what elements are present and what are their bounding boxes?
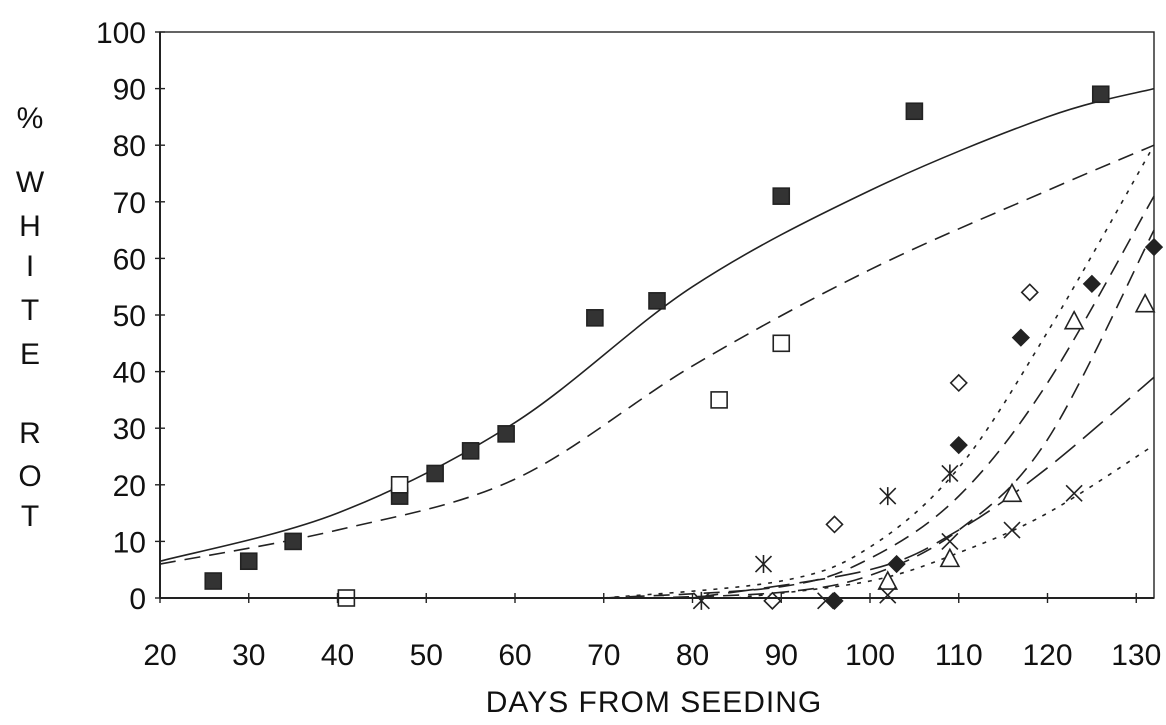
- data-point: [204, 572, 223, 590]
- data-point: [941, 532, 959, 550]
- data-point: [239, 552, 258, 571]
- y-axis-title-char: R: [19, 417, 41, 450]
- data-point: [710, 391, 728, 409]
- x-tick-label: 70: [587, 639, 620, 672]
- x-tick-label: 30: [232, 639, 265, 672]
- y-tick-label: 20: [113, 470, 146, 503]
- x-tick-label: 60: [498, 639, 531, 672]
- y-axis-title-char: T: [21, 294, 39, 327]
- data-point: [1063, 309, 1085, 330]
- data-point: [825, 591, 844, 610]
- data-point: [1003, 521, 1021, 539]
- y-tick-label: 60: [113, 243, 146, 276]
- x-tick-label: 110: [935, 639, 983, 672]
- x-axis-title: DAYS FROM SEEDING: [486, 686, 822, 719]
- data-point: [497, 425, 515, 443]
- y-axis-title-char: W: [16, 166, 45, 199]
- data-point: [772, 187, 791, 205]
- y-axis-title-char: E: [20, 338, 40, 371]
- data-point: [825, 515, 844, 534]
- data-point: [1001, 482, 1023, 503]
- data-point: [1011, 328, 1031, 347]
- y-axis-title-char: T: [21, 500, 39, 533]
- data-point: [754, 555, 773, 574]
- data-point: [390, 475, 409, 494]
- fitted-curve: [603, 144, 1155, 599]
- y-tick-label: 10: [113, 526, 146, 559]
- data-point: [939, 547, 961, 568]
- fitted-curve: [692, 376, 1155, 599]
- x-tick-label: 20: [143, 639, 176, 672]
- y-axis: 0 10 20 30 40 50 60 70 80 90 100: [96, 17, 165, 616]
- plot-area: [159, 31, 1155, 599]
- fitted-curve: [603, 195, 1155, 599]
- x-tick-label: 40: [321, 639, 354, 672]
- x-tick-label: 90: [765, 639, 798, 672]
- data-point: [1134, 292, 1156, 313]
- y-tick-label: 50: [113, 300, 146, 333]
- data-point: [284, 532, 302, 551]
- y-tick-label: 0: [129, 583, 146, 616]
- data-point: [648, 292, 666, 310]
- x-tick-label: 80: [676, 639, 709, 672]
- data-point: [905, 102, 924, 121]
- data-point: [1020, 283, 1039, 302]
- data-point: [817, 592, 835, 610]
- fitted-curve: [159, 144, 1155, 565]
- y-axis-title-char: I: [26, 250, 34, 283]
- data-point: [887, 554, 906, 574]
- y-tick-label: 30: [113, 413, 146, 446]
- fitted-curves: [159, 87, 1155, 599]
- data-point: [763, 591, 782, 610]
- y-axis-title-char: %: [17, 102, 44, 135]
- x-tick-label: 100: [845, 639, 895, 672]
- x-tick-label: 130: [1111, 639, 1161, 672]
- data-point: [692, 591, 710, 610]
- y-tick-label: 70: [113, 187, 146, 220]
- data-point: [949, 436, 968, 455]
- data-markers: [204, 85, 1164, 610]
- fitted-curve: [648, 229, 1155, 599]
- y-tick-label: 80: [113, 130, 146, 163]
- data-point: [1082, 274, 1102, 294]
- y-tick-label: 90: [113, 74, 146, 107]
- data-point: [426, 464, 444, 483]
- data-point: [941, 464, 959, 483]
- data-point: [586, 309, 604, 327]
- fitted-curve: [159, 87, 1155, 562]
- y-axis-title-char: O: [18, 460, 41, 493]
- data-point: [1065, 484, 1083, 502]
- plot-border: [159, 31, 1155, 599]
- y-tick-label: 100: [96, 17, 146, 50]
- x-axis: 20 30 40 50 60 70 80 90 100 110 120 130: [143, 593, 1161, 672]
- y-tick-label: 40: [113, 357, 146, 390]
- data-point: [877, 570, 899, 590]
- x-tick-label: 120: [1022, 639, 1072, 672]
- x-tick-label: 50: [410, 639, 443, 672]
- data-point: [879, 487, 897, 506]
- data-point: [1091, 85, 1110, 104]
- y-axis-title-char: H: [19, 210, 41, 243]
- data-point: [1144, 237, 1164, 257]
- data-point: [949, 373, 968, 393]
- data-point: [879, 586, 897, 604]
- data-point: [772, 334, 791, 353]
- data-point: [461, 442, 480, 460]
